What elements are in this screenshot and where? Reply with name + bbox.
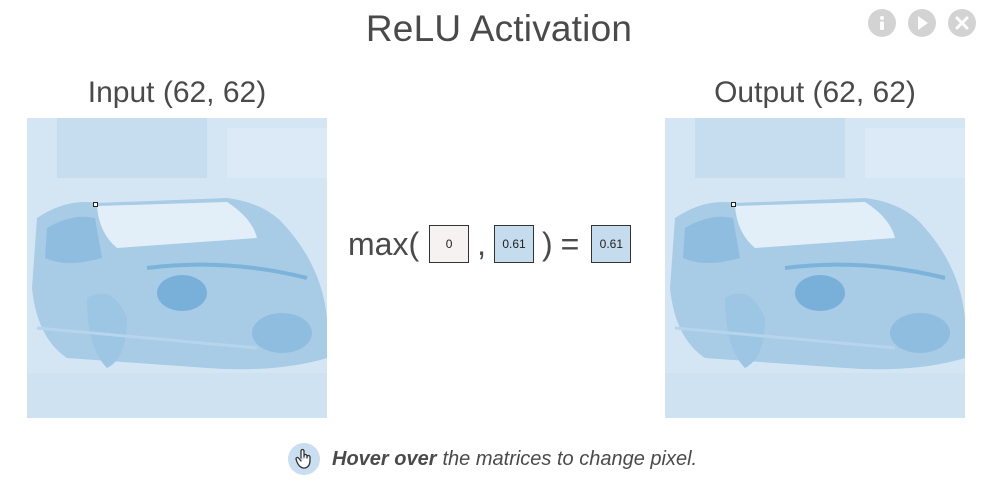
car-image bbox=[665, 118, 965, 418]
output-value-cell: 0.61 bbox=[591, 225, 632, 263]
hint-text: the matrices to change pixel. bbox=[442, 447, 698, 470]
input-pixel-marker bbox=[93, 202, 98, 207]
car-image bbox=[27, 118, 327, 418]
zero-cell: 0 bbox=[429, 225, 470, 263]
close-button[interactable] bbox=[948, 9, 976, 37]
play-button[interactable] bbox=[908, 9, 936, 37]
hint-bold-text: Hover over bbox=[332, 447, 437, 470]
input-value-cell: 0.61 bbox=[494, 225, 534, 263]
input-matrix[interactable] bbox=[27, 118, 327, 418]
input-label: Input (62, 62) bbox=[87, 76, 267, 109]
info-icon bbox=[880, 16, 884, 30]
window-controls bbox=[868, 9, 976, 37]
page-title: ReLU Activation bbox=[365, 8, 633, 49]
close-paren: ) bbox=[542, 225, 553, 262]
output-label: Output (62, 62) bbox=[714, 76, 916, 109]
output-pixel-marker bbox=[731, 202, 736, 207]
max-function-label: max( bbox=[348, 225, 420, 262]
close-icon bbox=[955, 16, 969, 30]
hover-hint: Hover over the matrices to change pixel. bbox=[288, 443, 697, 475]
comma: , bbox=[477, 225, 486, 262]
equals-sign: = bbox=[560, 225, 580, 262]
hand-pointer-icon bbox=[288, 443, 320, 475]
output-matrix[interactable] bbox=[665, 118, 965, 418]
relu-equation: max( 0 , 0.61 ) = 0.61 bbox=[348, 222, 632, 266]
play-icon bbox=[918, 16, 928, 30]
info-button[interactable] bbox=[868, 9, 896, 37]
